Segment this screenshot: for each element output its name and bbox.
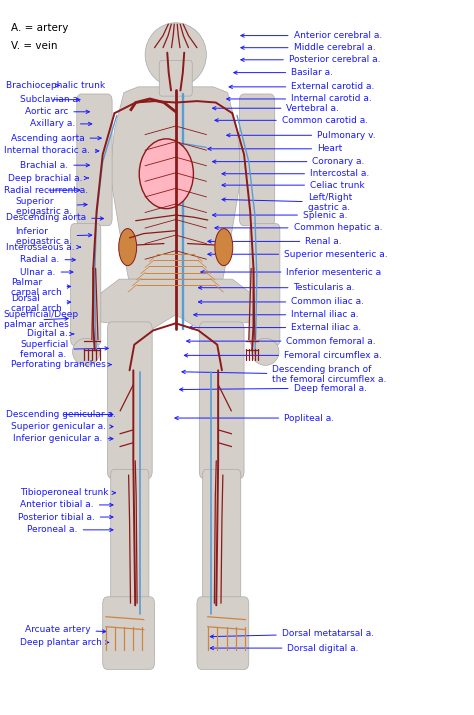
Text: Popliteal a.: Popliteal a. [175,413,334,423]
FancyBboxPatch shape [111,469,149,609]
Text: Axillary a.: Axillary a. [30,119,92,129]
Text: Dorsal
carpal arch: Dorsal carpal arch [11,294,71,313]
FancyBboxPatch shape [108,322,152,478]
Text: Anterior tibial a.: Anterior tibial a. [20,500,113,509]
Text: Ascending aorta: Ascending aorta [11,134,101,142]
Text: Peroneal a.: Peroneal a. [27,526,113,534]
Text: Descending aorta: Descending aorta [6,212,103,222]
Text: External iliac a.: External iliac a. [189,323,362,332]
Text: Left/Right
gastric a.: Left/Right gastric a. [222,192,352,212]
FancyBboxPatch shape [239,94,275,226]
FancyBboxPatch shape [202,469,241,609]
Ellipse shape [145,23,206,87]
FancyBboxPatch shape [159,61,192,96]
Text: Perforating branches: Perforating branches [11,360,111,369]
Ellipse shape [118,229,137,266]
Text: Superficial/Deep
palmar arches: Superficial/Deep palmar arches [4,310,79,330]
Text: Intercostal a.: Intercostal a. [222,169,369,178]
Text: Dorsal digital a.: Dorsal digital a. [210,644,359,653]
Text: Internal thoracic a.: Internal thoracic a. [4,147,99,155]
Ellipse shape [139,139,193,209]
Text: V. = vein: V. = vein [11,41,57,51]
Text: Middle cerebral a.: Middle cerebral a. [241,43,375,52]
Text: A. = artery: A. = artery [11,23,68,33]
Text: Testicularis a.: Testicularis a. [199,283,355,292]
Text: Superior mesenteric a.: Superior mesenteric a. [208,250,388,259]
Text: Inferior
epigastric a.: Inferior epigastric a. [16,227,92,246]
Text: Arcuate artery: Arcuate artery [25,625,106,634]
Text: Deep brachial a.: Deep brachial a. [9,174,89,182]
Text: Internal carotid a.: Internal carotid a. [227,94,372,104]
Text: Common iliac a.: Common iliac a. [199,297,364,307]
Polygon shape [100,279,251,329]
Text: Posterior cerebral a.: Posterior cerebral a. [241,55,380,64]
FancyBboxPatch shape [71,224,101,345]
Text: Common hepatic a.: Common hepatic a. [215,223,382,232]
Text: Palmar
carpal arch: Palmar carpal arch [11,278,71,297]
Text: Internal iliac a.: Internal iliac a. [194,310,359,320]
Text: Deep plantar arch: Deep plantar arch [20,638,109,647]
Polygon shape [110,87,242,279]
Text: Vertebral a.: Vertebral a. [213,104,339,113]
Text: Inferior genicular a.: Inferior genicular a. [13,434,113,443]
Text: Deep femoral a.: Deep femoral a. [180,384,366,393]
Text: Descending branch of
the femoral circumflex a.: Descending branch of the femoral circumf… [182,365,387,384]
Text: Dorsal metatarsal a.: Dorsal metatarsal a. [210,629,374,638]
Text: Common femoral a.: Common femoral a. [187,337,376,345]
FancyBboxPatch shape [250,224,280,345]
Text: Inferior mesenteric a: Inferior mesenteric a [201,267,382,277]
Text: Ulnar a.: Ulnar a. [20,267,73,277]
Text: Subclavian a.: Subclavian a. [20,95,81,104]
Text: Posterior tibial a.: Posterior tibial a. [18,513,113,521]
Text: Celiac trunk: Celiac trunk [222,181,365,189]
Text: Pulmonary v.: Pulmonary v. [227,131,376,140]
Text: Splenic a.: Splenic a. [213,210,347,220]
Text: Radial a.: Radial a. [20,255,75,264]
Text: Brachiocephalic trunk: Brachiocephalic trunk [6,81,105,90]
Text: External carotid a.: External carotid a. [229,82,374,92]
Text: Coronary a.: Coronary a. [213,157,365,166]
Text: Femoral circumflex a.: Femoral circumflex a. [184,351,382,360]
Text: Superior genicular a.: Superior genicular a. [11,422,113,431]
FancyBboxPatch shape [77,94,112,226]
Ellipse shape [215,229,233,266]
Text: Interosseous a.: Interosseous a. [6,242,81,252]
Text: Descending genicular a.: Descending genicular a. [6,410,116,419]
Text: Tibioperoneal trunk: Tibioperoneal trunk [20,488,115,498]
Text: Common carotid a.: Common carotid a. [215,116,368,125]
Text: Anterior cerebral a.: Anterior cerebral a. [241,31,382,40]
Text: Aortic arc: Aortic arc [25,107,90,117]
Ellipse shape [252,338,279,365]
FancyBboxPatch shape [199,322,244,478]
FancyBboxPatch shape [197,597,249,669]
Text: Superior
epigastric a.: Superior epigastric a. [16,197,87,216]
Text: Radial recurrent a.: Radial recurrent a. [4,186,88,194]
Text: Renal a.: Renal a. [208,237,342,246]
Text: Brachial a.: Brachial a. [20,161,90,169]
Text: Superficial
femoral a.: Superficial femoral a. [20,340,108,360]
Text: Digital a.: Digital a. [27,330,74,338]
Text: Basilar a.: Basilar a. [234,68,333,77]
Text: Heart: Heart [208,144,342,153]
FancyBboxPatch shape [103,597,155,669]
Ellipse shape [73,338,100,365]
